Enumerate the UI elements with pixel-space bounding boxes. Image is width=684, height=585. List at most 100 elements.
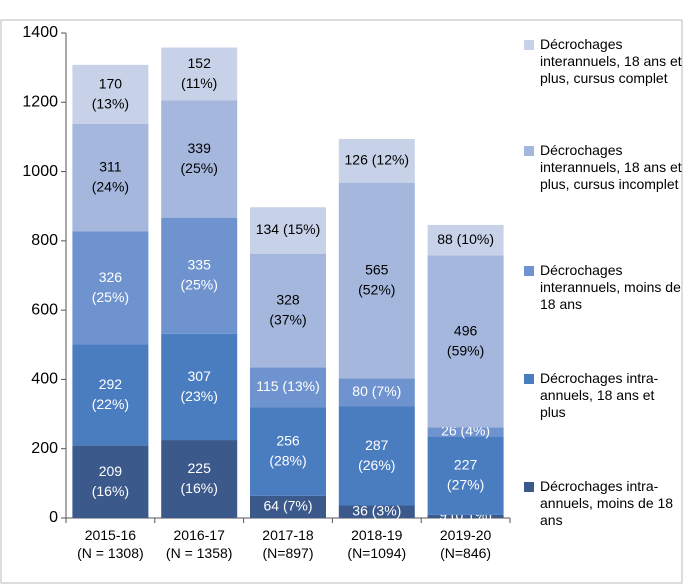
data-label-line: (59%) [447,342,484,358]
legend-entry: Décrochages intra-annuels, 18 ans et plu… [524,370,682,421]
legend-label: Décrochages interannuels, moins de 18 an… [540,262,681,312]
bar-segment [72,123,149,232]
x-tick-label: 2018-19 (N=1094) [347,527,406,561]
data-label: 565 (52%) [358,261,395,297]
data-label: 328 (37%) [269,291,306,327]
data-label-line: (37%) [269,311,306,327]
data-label-line: (25%) [92,289,129,305]
x-tick-label-line: 2016-17 [174,527,226,543]
legend-entry: Décrochages interannuels, 18 ans et plus… [524,142,682,193]
data-label-line: 565 [365,261,389,277]
bar-segment [250,367,326,408]
data-label-line: (16%) [181,480,218,496]
bar-segment [338,139,415,183]
x-tick-label-line: (N = 1308) [77,545,144,561]
data-label-line: (52%) [358,281,395,297]
data-label-line: 225 [188,460,212,476]
legend-label: Décrochages intra-annuels, 18 ans et plu… [540,370,659,420]
data-label: 152 (11%) [181,55,217,91]
legend-entry: Décrochages interannuels, 18 ans et plus… [524,36,682,87]
data-label: 88 (10%) [437,231,494,247]
bar-segment [338,182,415,379]
y-tick-label: 400 [31,371,58,388]
bar-segment [72,64,149,124]
legend-entry: Décrochages intra-annuels, moins de 18 a… [524,478,682,529]
data-label: 227 (27%) [447,456,484,492]
legend-swatch [524,374,534,384]
legend-swatch [524,146,534,156]
data-label: 339 (25%) [181,140,218,176]
bar-segment [161,440,238,518]
data-label-line: 328 [276,291,300,307]
data-label: 64 (7%) [263,498,312,514]
bar-segment [250,207,326,254]
data-label-line: (25%) [181,276,218,292]
data-label-line: (13%) [92,95,129,111]
data-label-line: (22%) [92,396,129,412]
data-label: 170 (13%) [92,75,129,111]
y-tick-label: 1400 [22,24,58,41]
bar-segment [72,445,149,518]
legend-entry: Décrochages interannuels, moins de 18 an… [524,262,682,313]
data-label-line: 227 [454,456,478,472]
data-label: 209 (16%) [92,463,129,499]
legend-label: Décrochages interannuels, 18 ans et plus… [540,36,682,86]
data-label-line: (11%) [181,75,217,91]
x-tick-label-line: 2018-19 [351,527,403,543]
data-label-line: 152 [188,55,212,71]
data-label-line: (26%) [358,457,395,473]
data-label-line: 307 [188,368,212,384]
data-label-line: 335 [188,256,212,272]
x-tick-label-line: (N = 1358) [166,545,233,561]
data-label-line: (16%) [92,483,129,499]
y-tick-label: 800 [31,232,58,249]
data-label: 134 (15%) [256,221,321,237]
bar-segment [161,333,238,441]
bar-segment [161,217,238,334]
y-tick-label: 600 [31,301,58,318]
bar-segment [427,514,504,518]
x-tick-label: 2015-16 (N = 1308) [77,527,144,561]
legend-swatch [524,266,534,276]
frame [0,19,683,584]
data-label-line: 311 [99,158,122,174]
data-label-line: 292 [99,376,123,392]
data-label: 292 (22%) [92,376,129,412]
bar-segment [427,436,504,515]
data-label-line: 287 [365,437,389,453]
x-tick-label-line: (N=1094) [347,545,406,561]
data-label-line: (28%) [269,452,306,468]
data-label: 115 (13%) [256,378,320,394]
data-label-line: (23%) [181,388,218,404]
bar-segment [338,378,415,407]
legend-swatch [524,40,534,50]
data-label-line: (25%) [181,160,218,176]
data-label: 496 (59%) [447,322,484,358]
data-label: 287 (26%) [358,437,395,473]
x-tick-label-line: 2017-18 [262,527,314,543]
bar-segment [161,47,238,101]
x-tick-label-line: (N=897) [263,545,314,561]
data-label: 311 (24%) [92,158,129,194]
data-label-line: (27%) [447,476,484,492]
bar-segment [250,253,326,368]
data-label-line: 256 [276,432,300,448]
bar-segment [427,224,504,256]
data-label: 225 (16%) [181,460,218,496]
data-label: 80 (7%) [352,383,401,399]
y-tick-label: 200 [31,440,58,457]
data-label: 326 (25%) [92,269,129,305]
bar-segment [250,495,326,518]
bar-segment [427,427,504,437]
data-label: 335 (25%) [181,256,218,292]
data-label-line: 496 [454,322,478,338]
data-label: 307 (23%) [181,368,218,404]
legend-swatch [524,482,534,492]
bar-segment [427,255,504,428]
x-tick-label: 2016-17 (N = 1358) [166,527,233,561]
data-label-line: 339 [188,140,212,156]
data-label-line: 209 [99,463,123,479]
data-label-line: (24%) [92,178,129,194]
bar-segment [72,344,149,446]
